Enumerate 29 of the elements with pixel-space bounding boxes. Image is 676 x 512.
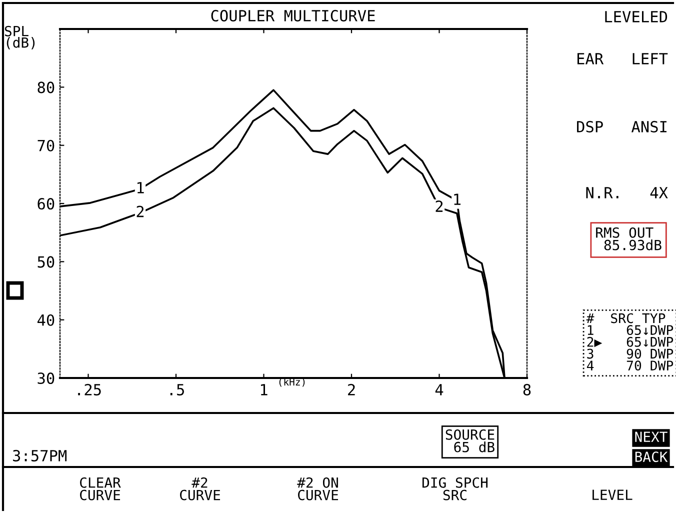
text: LEVELED [605,11,668,22]
chart-title: COUPLER MULTICURVE [211,10,375,22]
text: LEVEL [592,490,632,500]
text: #2 ON CURVE [297,477,338,500]
y-tick-label: 30 [38,372,54,384]
y-tick-label: 80 [38,82,54,94]
x-tick-label: 1 [260,384,268,396]
y-tick-label: 40 [38,314,54,326]
text: # SRC TYP 1 65↓DWP 2▶ 65↓DWP 3 90 DWP 4 70 DWP [586,313,674,371]
text: CLEAR CURVE [80,477,121,500]
text: NEXT [635,432,668,442]
text: 3:57PM [13,450,67,462]
y-tick-label: 60 [38,198,54,210]
x-tick-label: 4 [435,384,444,396]
text: DSP ANSI [577,120,666,132]
text: RMS OUT 85.93dB [596,227,662,250]
text: EAR LEFT [577,53,668,64]
text: DIG SPCH SRC [422,477,488,500]
text: N.R. 4X [586,187,668,198]
x-tick-label: 2 [348,384,355,396]
y-tick-label: 50 [38,256,54,268]
text: #2 CURVE [180,477,220,500]
x-tick-label: 8 [523,384,531,396]
x-tick-label: .25 [78,384,101,396]
text: BACK [635,452,668,462]
source-note: SOURCE 65 dB [446,429,494,452]
y-axis-title: SPL (dB) [4,26,35,50]
y-tick-label: 70 [38,140,54,152]
x-tick-label: .5 [170,384,184,396]
